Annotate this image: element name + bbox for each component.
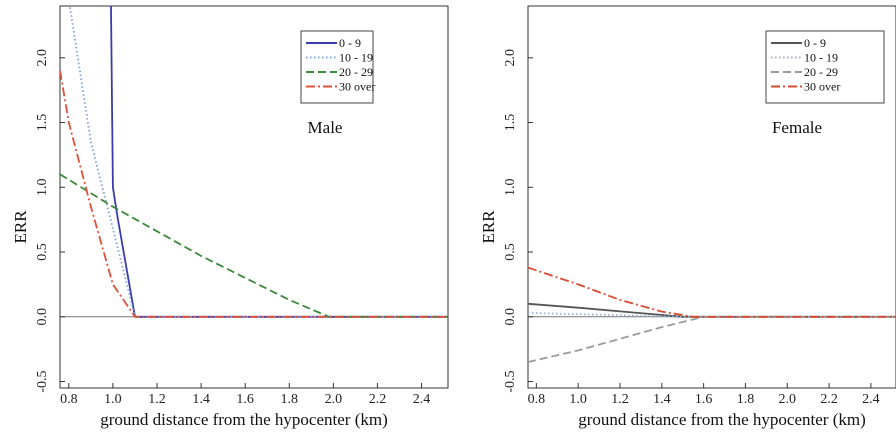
series-line-20-29 [60, 173, 448, 318]
x-tick-label: 2.0 [779, 392, 797, 407]
x-tick-label: 2.4 [862, 392, 880, 407]
legend-entry: 30 over [339, 80, 375, 94]
series-line-20-29 [528, 315, 896, 363]
series-line-10-19 [528, 312, 896, 318]
y-tick-label: 1.5 [503, 114, 518, 132]
y-axis-title: ERR [479, 210, 498, 244]
x-tick-label: 1.2 [148, 392, 166, 407]
series-group [528, 266, 896, 363]
series-line-0-9 [110, 6, 448, 318]
series-line-0-9 [528, 302, 896, 318]
x-tick-label: 0.8 [60, 392, 78, 407]
x-tick-label: 1.6 [236, 392, 254, 407]
series-line-30over [60, 70, 448, 318]
y-tick-label: 0.0 [35, 308, 50, 326]
legend-entry: 10 - 19 [339, 51, 373, 65]
legend-entry: 0 - 9 [804, 36, 826, 50]
y-tick-label: -0.5 [503, 370, 518, 392]
legend-entry: 30 over [804, 80, 840, 94]
chart-panel-male: 0.8 1.0 1.2 1.4 1.6 1.8 2.0 2.2 2.4 -0.5 0.0 0.5 1.0… [11, 5, 449, 429]
x-tick-label: 1.6 [695, 392, 713, 407]
y-tick-label: 0.5 [35, 243, 50, 261]
y-tick-label: 1.5 [35, 114, 50, 132]
panel-label: Female [772, 118, 822, 137]
legend-entry: 20 - 29 [339, 65, 373, 79]
x-axis-title: ground distance from the hypocenter (km) [578, 410, 866, 429]
x-tick-label: 1.4 [653, 392, 671, 407]
x-tick-label: 2.0 [325, 392, 343, 407]
panel-label: Male [308, 118, 343, 137]
x-tick-label: 2.2 [369, 392, 387, 407]
x-tick-label: 1.0 [569, 392, 587, 407]
y-tick-label: 2.0 [503, 49, 518, 67]
x-tick-label: 2.2 [820, 392, 838, 407]
y-tick-label: 1.0 [35, 179, 50, 197]
x-tick-label: 1.8 [281, 392, 299, 407]
y-axis-title: ERR [11, 210, 30, 244]
x-tick-label: 1.2 [611, 392, 629, 407]
legend-entry: 20 - 29 [804, 65, 838, 79]
legend-entry: 0 - 9 [339, 36, 361, 50]
y-tick-label: -0.5 [35, 370, 50, 392]
y-tick-label: 1.0 [503, 179, 518, 197]
series-line-10-19 [68, 6, 448, 318]
plot-frame [59, 5, 449, 389]
x-axis-title: ground distance from the hypocenter (km) [100, 410, 388, 429]
y-tick-label: 2.0 [35, 49, 50, 67]
x-tick-label: 0.8 [528, 392, 546, 407]
series-line-30over [528, 266, 896, 318]
chart-panel-female: 0.8 1.0 1.2 1.4 1.6 1.8 2.0 2.2 2.4 -0.5 0.0 0.5 1.0… [479, 5, 896, 429]
series-group [60, 6, 448, 318]
x-tick-label: 2.4 [413, 392, 431, 407]
legend-entry: 10 - 19 [804, 51, 838, 65]
x-tick-label: 1.0 [104, 392, 122, 407]
plot-frame [527, 5, 896, 389]
y-tick-label: 0.0 [503, 308, 518, 326]
x-tick-label: 1.8 [737, 392, 755, 407]
y-tick-label: 0.5 [503, 243, 518, 261]
x-tick-label: 1.4 [192, 392, 210, 407]
